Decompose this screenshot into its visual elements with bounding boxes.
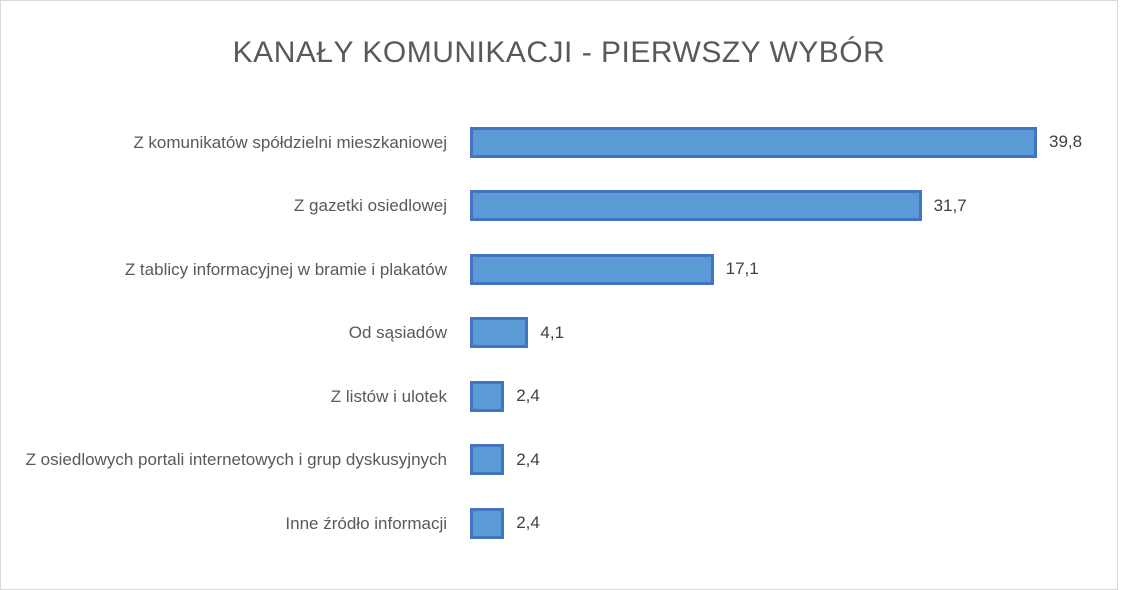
category-label: Inne źródło informacji (285, 513, 447, 533)
bar (470, 380, 505, 412)
bar (470, 126, 1037, 158)
bar (470, 253, 714, 285)
bar (470, 190, 922, 221)
data-label: 31,7 (933, 195, 967, 215)
category-label: Z osiedlowych portali internetowych i gr… (25, 450, 447, 469)
data-label: 2,4 (516, 513, 540, 532)
chart-title: KANAŁY KOMUNIKACJI - PIERWSZY WYBÓR (232, 36, 886, 69)
data-label: 4,1 (540, 322, 565, 342)
bar (470, 317, 529, 348)
bar (470, 507, 505, 539)
category-label: Z listów i ulotek (330, 386, 447, 406)
category-label: Z gazetki osiedlowej (293, 196, 447, 215)
category-label: Z komunikatów spółdzielni mieszkaniowej (133, 132, 447, 152)
data-label: 2,4 (516, 449, 540, 469)
data-label: 2,4 (516, 386, 540, 405)
bar (470, 444, 505, 475)
category-label: Z tablicy informacyjnej w bramie i plaka… (124, 259, 447, 279)
data-label: 39,8 (1049, 132, 1083, 151)
data-label: 17,1 (725, 259, 759, 278)
category-label: Od sąsiadów (348, 323, 447, 342)
